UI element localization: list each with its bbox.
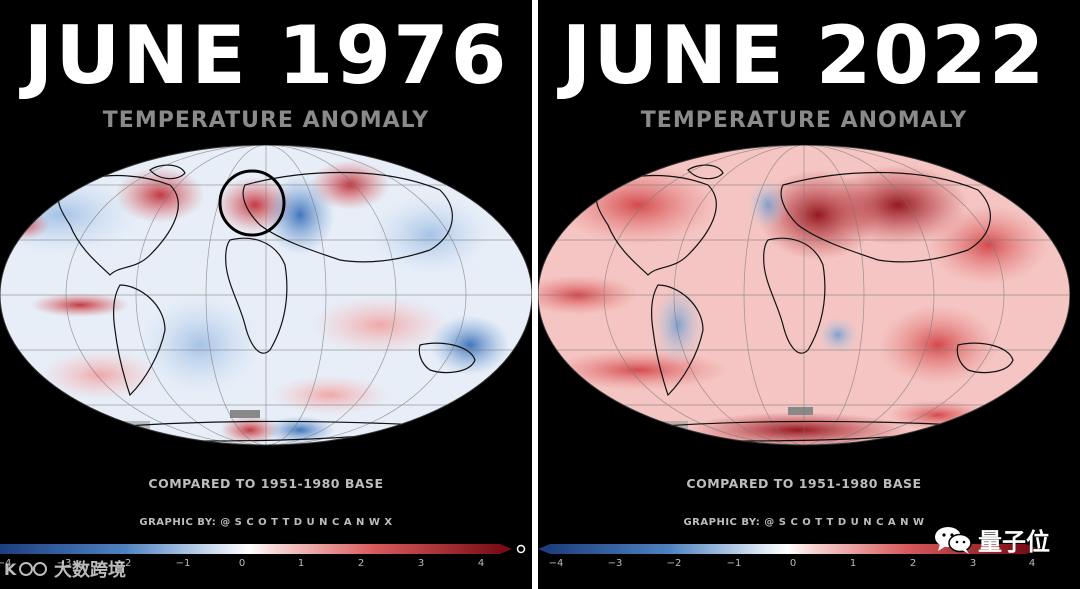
panel-subtitle: TEMPERATURE ANOMALY xyxy=(102,108,430,133)
panel-june-2022: JUNE 2022 TEMPERATURE ANOMALY xyxy=(538,0,1070,589)
tick-label: 4 xyxy=(477,558,485,569)
tick-label: 1 xyxy=(849,558,857,569)
baseline-caption: COMPARED TO 1951-1980 BASE xyxy=(148,476,384,491)
tick-label: 0 xyxy=(789,558,797,569)
watermark-text: 量子位 xyxy=(978,528,1050,556)
svg-text:K: K xyxy=(4,560,17,579)
world-anomaly-map xyxy=(0,145,532,446)
wechat-icon xyxy=(935,526,972,554)
tick-label: −2 xyxy=(116,558,132,569)
logo-icon: K xyxy=(4,560,47,579)
highlight-circle xyxy=(218,169,286,237)
panel-title: JUNE 2022 xyxy=(561,9,1047,102)
watermark-qbitai: 量子位 xyxy=(934,522,1050,557)
tick-label: 4 xyxy=(1028,558,1036,569)
tick-label: −4 xyxy=(0,558,12,569)
world-anomaly-map xyxy=(538,145,1070,446)
tick-label: 1 xyxy=(297,558,305,569)
tick-label: 2 xyxy=(909,558,917,569)
tick-label: −2 xyxy=(666,558,682,569)
watermark-text: 大数跨境 xyxy=(54,560,126,581)
panel-divider xyxy=(532,0,538,589)
colorbar-ticks: −4 −3 −2 −1 0 1 2 3 4 xyxy=(0,558,532,572)
panel-subtitle: TEMPERATURE ANOMALY xyxy=(640,108,968,133)
baseline-caption: COMPARED TO 1951-1980 BASE xyxy=(686,476,922,491)
panel-june-1976: JUNE 1976 TEMPERATURE ANOMALY xyxy=(0,0,532,589)
tick-label: 0 xyxy=(238,558,246,569)
graphic-credit: GRAPHIC BY: @ S C O T T D U N C A N W xyxy=(683,517,925,528)
tick-label: −1 xyxy=(175,558,191,569)
tick-label: −1 xyxy=(726,558,742,569)
tick-label: −4 xyxy=(548,558,564,569)
colorbar xyxy=(538,544,1038,554)
colorbar-ticks: −4 −3 −2 −1 0 1 2 3 4 xyxy=(538,558,1070,572)
tick-label: 3 xyxy=(417,558,425,569)
tick-label: 3 xyxy=(969,558,977,569)
watermark-dashukuajing: K 大数跨境 xyxy=(4,556,126,582)
tick-label: −3 xyxy=(56,558,72,569)
panel-title: JUNE 1976 xyxy=(23,9,509,102)
tick-label: −3 xyxy=(607,558,623,569)
colorbar xyxy=(0,544,526,554)
graphic-credit: GRAPHIC BY: @ S C O T T D U N C A N W X xyxy=(139,517,393,528)
tick-label: 2 xyxy=(357,558,365,569)
